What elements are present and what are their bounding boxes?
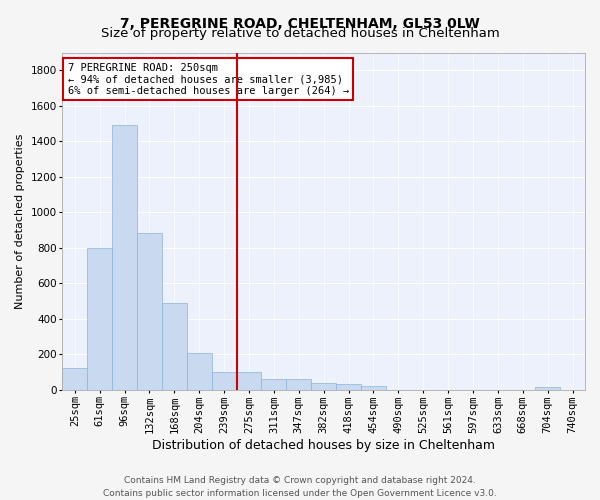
Bar [535,387,560,390]
Bar [262,379,286,390]
Bar [137,234,162,390]
X-axis label: Distribution of detached houses by size in Cheltenham: Distribution of detached houses by size … [152,440,495,452]
Bar [162,302,187,390]
Bar [361,386,386,390]
Bar [311,383,336,390]
Bar [112,125,137,390]
Bar [187,353,212,390]
Text: Contains HM Land Registry data © Crown copyright and database right 2024.
Contai: Contains HM Land Registry data © Crown c… [103,476,497,498]
Text: Size of property relative to detached houses in Cheltenham: Size of property relative to detached ho… [101,28,499,40]
Bar [286,379,311,390]
Bar [336,384,361,390]
Bar [212,372,236,390]
Y-axis label: Number of detached properties: Number of detached properties [15,134,25,308]
Text: 7 PEREGRINE ROAD: 250sqm
← 94% of detached houses are smaller (3,985)
6% of semi: 7 PEREGRINE ROAD: 250sqm ← 94% of detach… [68,62,349,96]
Bar [87,248,112,390]
Bar [62,368,87,390]
Text: 7, PEREGRINE ROAD, CHELTENHAM, GL53 0LW: 7, PEREGRINE ROAD, CHELTENHAM, GL53 0LW [120,18,480,32]
Bar [236,372,262,390]
